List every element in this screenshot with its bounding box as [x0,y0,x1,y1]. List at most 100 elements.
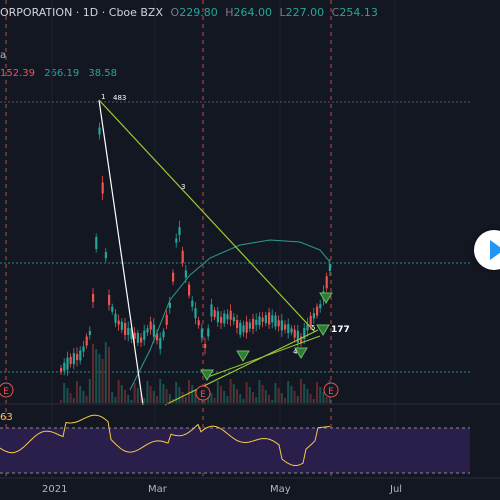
candle-body [223,313,226,324]
trendline-upper [98,99,316,333]
volume-bar [140,393,142,403]
indicator-legend[interactable]: 152.39 266.19 38.58 [0,68,117,79]
x-axis-label-2021: 2021 [42,484,68,495]
candle-body [296,330,299,343]
volume-bar [236,389,238,403]
candle-body [162,331,165,338]
trendline-lower [164,329,319,406]
candle-body [133,332,136,339]
candle-body [168,302,171,308]
candle-body [92,294,95,302]
candle-body [316,306,319,316]
volume-bar [63,383,66,403]
volume-bar [300,379,302,403]
candle-body [264,315,267,324]
volume-bar [194,390,197,403]
sell-signal-triangle-3 [316,324,330,336]
volume-bar [184,397,187,403]
wave-label-4: 4 [293,348,298,356]
symbol-title[interactable]: ORPORATION · 1D · Cboe BZX [0,6,164,19]
volume-bar [79,386,82,403]
candle-body [60,368,63,372]
wave-label-5: 5 [311,324,315,332]
rsi-line [0,414,331,466]
candle-body [325,276,328,289]
trendline-lower-2 [204,335,321,379]
candle-body [191,300,194,307]
volume-bar [114,397,117,403]
volume-bar [101,359,104,403]
candle-body [165,314,168,325]
x-axis-label-mar: Mar [148,484,167,495]
candle-body [252,319,255,329]
ohlc-close-label: C [331,6,340,19]
volume-bar [287,381,290,403]
candle-body [312,313,315,319]
earnings-marker-3[interactable]: E [323,382,339,398]
play-button[interactable] [474,230,500,270]
candle-body [216,311,219,323]
sell-signal-triangle-2 [294,347,308,359]
candle-body [248,322,251,329]
candle-body [111,306,114,312]
candle-body [290,328,293,333]
wave-label-3: 3 [181,183,185,191]
ohlc-open-label: O [170,6,180,19]
volume-bar [284,398,286,403]
volume-bar [127,395,130,403]
candle-body [146,328,149,333]
rsi-value-label: 63 [0,412,13,423]
candle-body [328,264,331,272]
candle-body [210,304,213,317]
volume-bar [69,393,72,403]
candle-body [82,346,85,352]
candle-body [108,295,111,305]
candle-body [226,314,229,320]
candle-body [239,322,242,335]
volume-bar [226,396,229,403]
chart-grid [51,0,396,478]
candle-body [101,182,104,194]
indicator-value-3: 38.58 [88,68,118,79]
volume-bar [130,400,133,403]
candle-body [114,313,117,323]
candle-body [204,344,207,348]
ohlc-high-value: 264.00 [233,6,273,19]
volume-bar [261,385,264,403]
candle-body [213,310,216,318]
candle-body [303,328,306,340]
candle-body [104,252,107,259]
candle-body [76,354,79,360]
candle-body [175,238,178,243]
volume-bar [322,392,325,403]
play-icon [490,240,500,260]
volume-bar [319,387,322,403]
svg-text:E: E [328,387,334,397]
volume-bar [82,391,85,403]
volume-bar [232,384,235,403]
candle-body [172,272,175,282]
volume-bar [303,384,306,403]
sell-signal-triangle-1 [236,350,250,362]
candle-body [245,321,248,333]
volume-bar [98,354,101,403]
volume-bar [149,386,152,403]
candle-body [181,250,184,263]
candle-body [95,237,98,249]
candle-body [178,227,181,236]
candle-body [280,320,283,331]
candle-body [130,328,133,340]
candle-body [188,284,191,296]
earnings-marker-2[interactable]: E [195,385,211,401]
volume-bar [191,385,194,403]
volume-bar [136,388,139,403]
earnings-marker-1[interactable]: E [0,382,14,398]
event-lines [5,0,332,478]
level-label: 177 [331,325,350,335]
candle-body [220,317,223,323]
volume-bar [248,387,251,403]
candle-body [236,320,239,328]
candle-body [271,315,274,323]
candle-body [232,317,235,322]
